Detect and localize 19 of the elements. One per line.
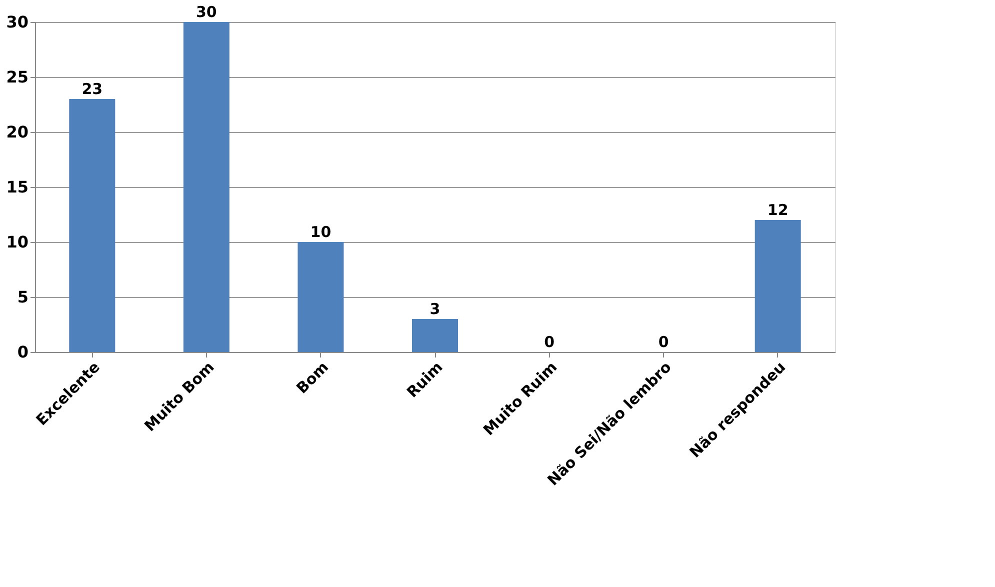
- data-label: 30: [196, 3, 217, 21]
- bar: [183, 22, 230, 352]
- y-tick-label: 15: [6, 178, 28, 196]
- y-tick-label: 5: [17, 288, 28, 306]
- data-label: 23: [82, 80, 103, 98]
- data-label: 3: [430, 300, 440, 318]
- y-tick-label: 0: [17, 342, 28, 362]
- bar: [298, 242, 344, 352]
- data-label: 0: [658, 333, 669, 351]
- data-label: 12: [767, 201, 788, 219]
- data-label: 0: [544, 333, 555, 351]
- bar: [754, 220, 801, 352]
- y-tick-label: 10: [6, 232, 28, 252]
- bar: [69, 99, 116, 352]
- bar: [412, 319, 458, 352]
- y-tick-label: 25: [6, 68, 28, 86]
- y-tick-label: 20: [6, 122, 28, 142]
- y-tick-label: 30: [6, 12, 28, 32]
- data-label: 10: [310, 223, 332, 241]
